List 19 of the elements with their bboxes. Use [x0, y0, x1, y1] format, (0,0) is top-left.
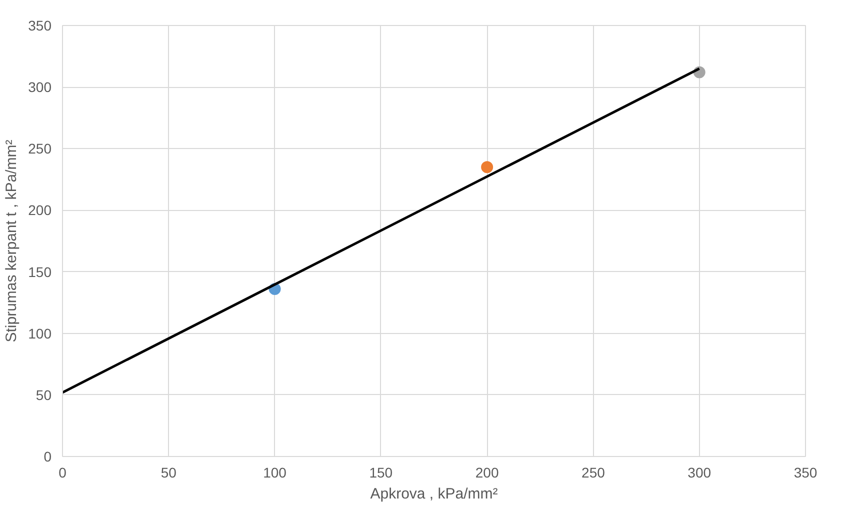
x-tick-label: 350	[794, 464, 818, 480]
y-tick-label: 200	[28, 202, 52, 218]
y-tick-label: 0	[44, 448, 52, 464]
x-tick-label: 200	[475, 464, 499, 480]
x-tick-label: 0	[58, 464, 67, 480]
y-tick-label: 50	[36, 386, 52, 403]
point	[481, 161, 494, 174]
y-tick-label: 150	[28, 264, 52, 280]
y-tick-label: 250	[28, 140, 52, 157]
x-tick-label: 150	[369, 464, 393, 480]
y-tick-label: 100	[28, 325, 52, 342]
y-axis-title: Stiprumas kerpant t , kPa/mm²	[3, 140, 20, 342]
x-tick-label: 100	[263, 464, 287, 480]
y-tick-label: 350	[28, 18, 52, 34]
x-tick-label: 300	[688, 464, 712, 480]
x-tick-label: 50	[160, 464, 177, 480]
x-tick-label: 250	[582, 464, 606, 480]
x-axis-title: Apkrova , kPa/mm²	[370, 486, 498, 502]
y-tick-label: 300	[28, 79, 52, 96]
